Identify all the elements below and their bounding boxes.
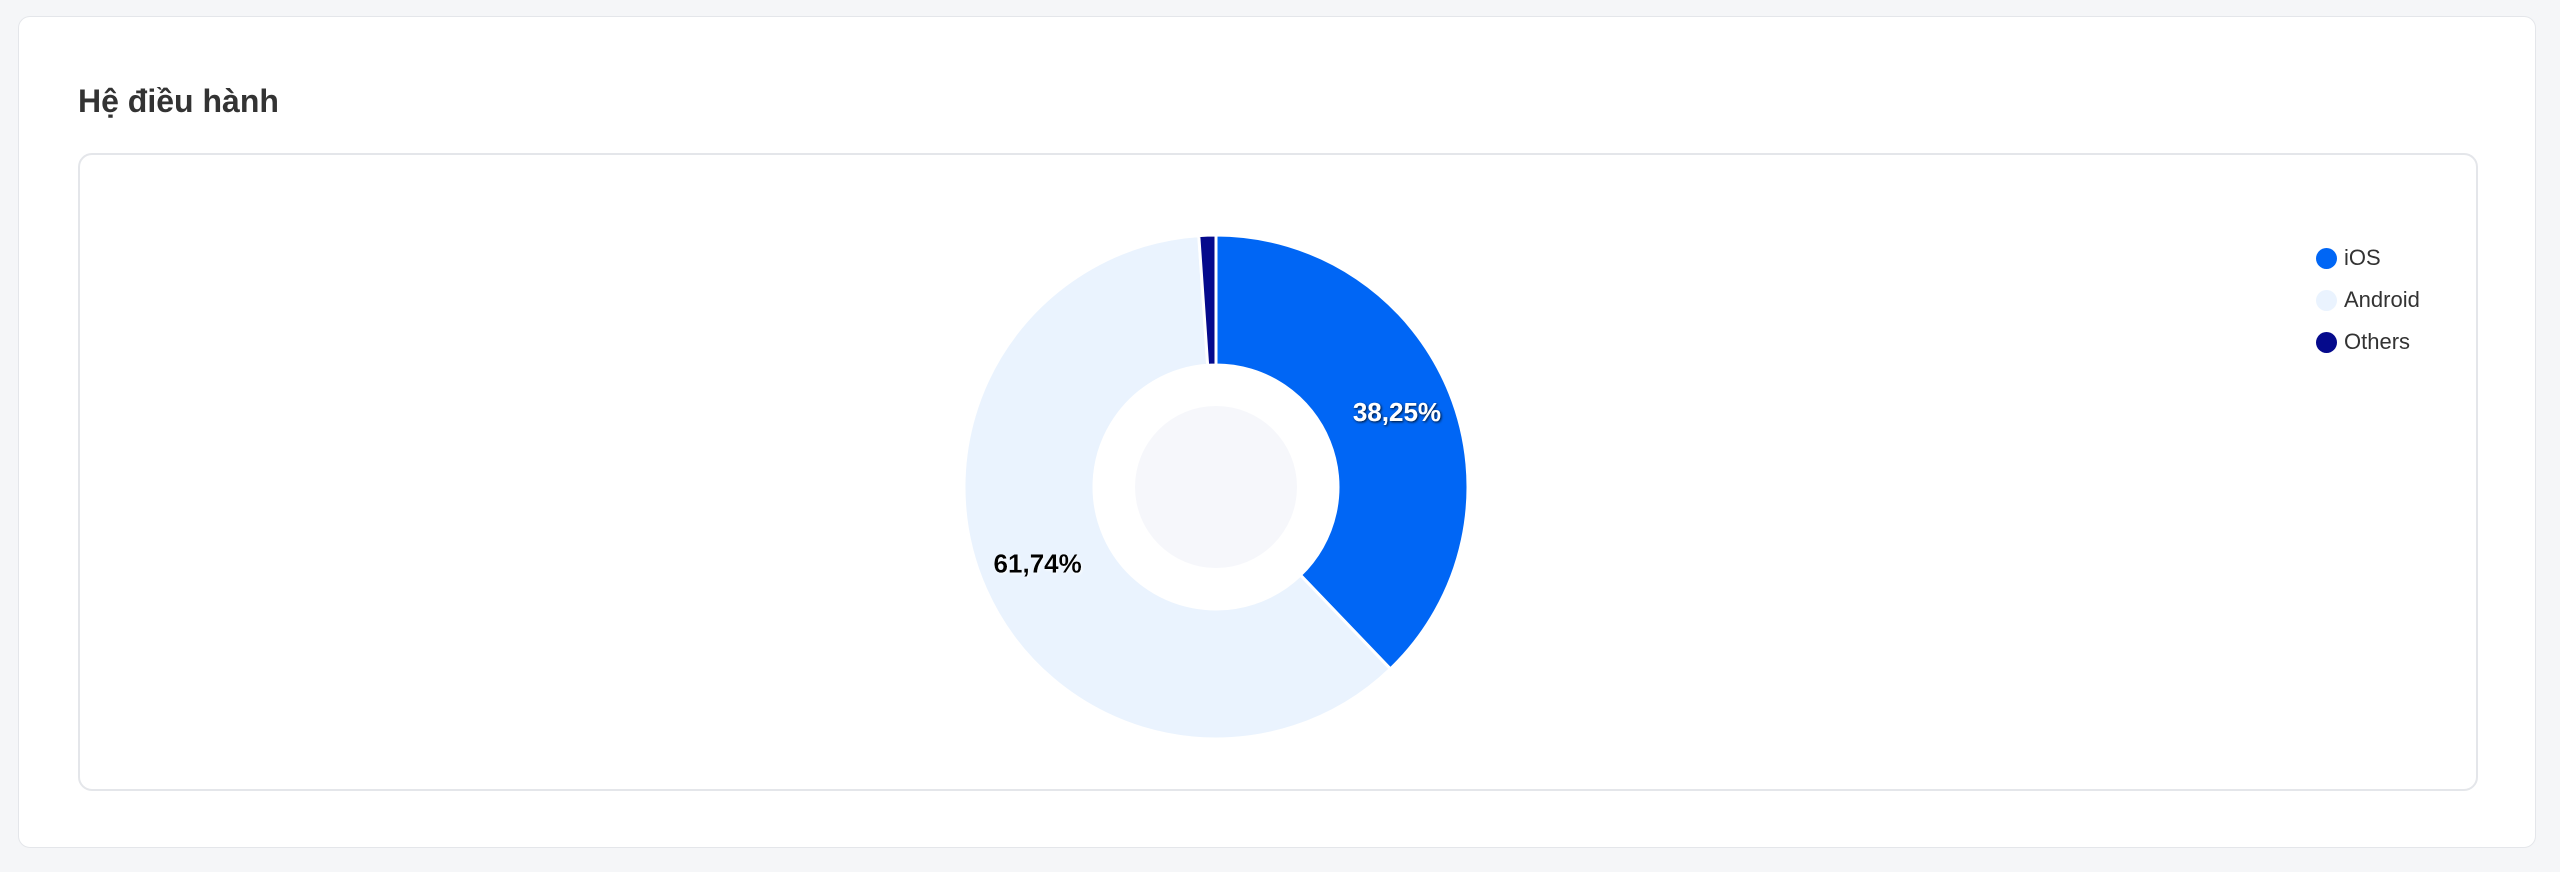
card-title: Hệ điều hành	[78, 83, 279, 119]
legend-item-others[interactable]: Others	[2316, 327, 2420, 357]
slice-others[interactable]	[1197, 233, 1218, 367]
legend-swatch	[2316, 289, 2337, 311]
legend-label: Others	[2344, 329, 2411, 354]
legend-item-ios[interactable]: iOS	[2316, 243, 2420, 273]
legend-swatch	[2316, 247, 2337, 269]
slice-label-android: 61,74%	[994, 549, 1082, 579]
slice-ios[interactable]	[1214, 233, 1470, 672]
slice-label-ios: 38,25%	[1353, 397, 1441, 427]
legend-label: Android	[2344, 287, 2420, 312]
slice-android[interactable]	[962, 233, 1393, 741]
legend-swatch	[2316, 331, 2337, 353]
chart-container: 38,25% 61,74% iOS Android Others	[78, 153, 2478, 791]
chart-legend: iOS Android Others	[2316, 243, 2420, 369]
legend-label: iOS	[2344, 245, 2381, 270]
legend-item-android[interactable]: Android	[2316, 285, 2420, 315]
os-donut-chart: 38,25% 61,74%	[962, 233, 1470, 741]
os-card: Hệ điều hành 38,25% 61,74% iOS Android Othe…	[18, 16, 2536, 848]
donut-center	[1135, 406, 1297, 568]
